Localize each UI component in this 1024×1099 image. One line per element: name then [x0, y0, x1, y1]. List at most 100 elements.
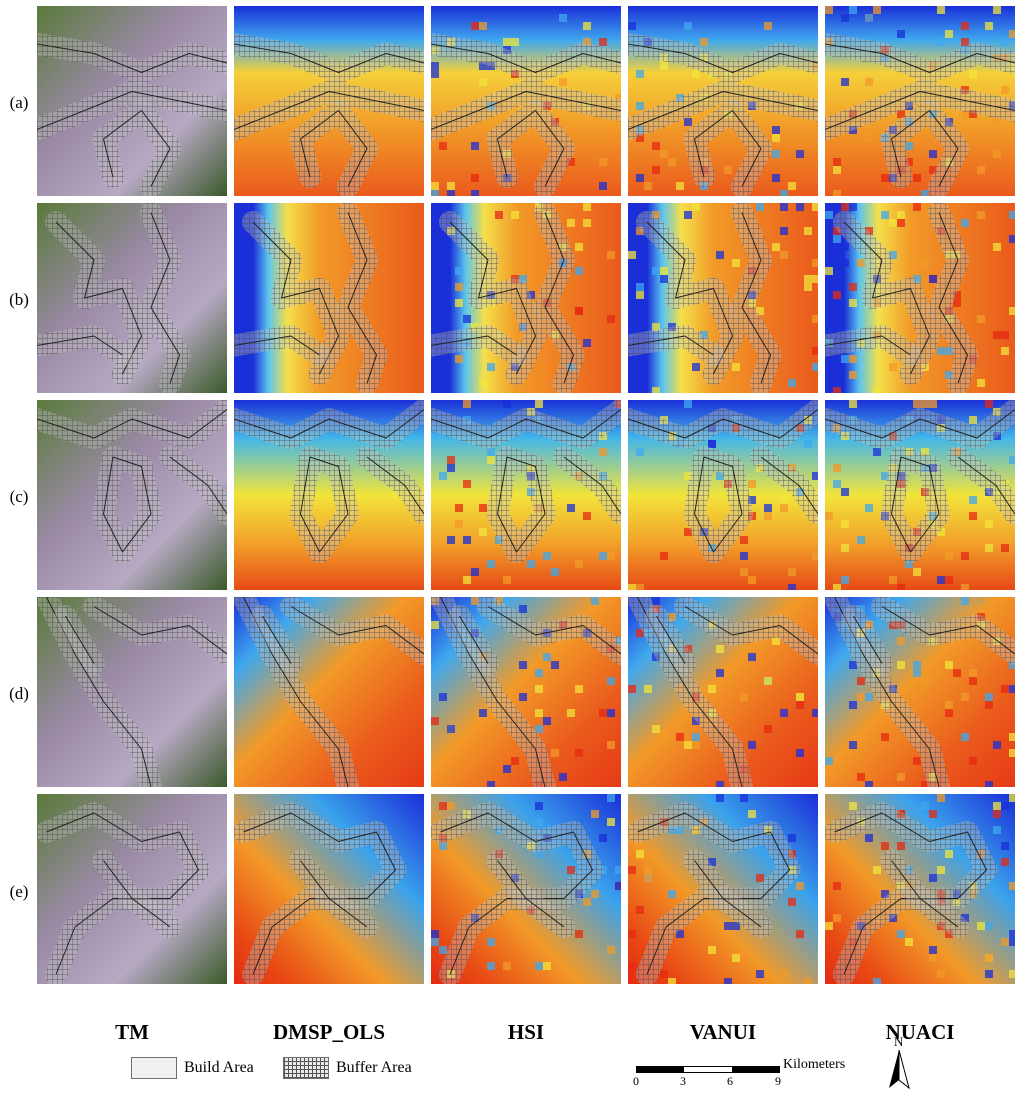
pixel-block: [431, 62, 439, 70]
build-area-boundary: [93, 606, 227, 655]
pixel-block: [511, 757, 519, 765]
pixel-block: [1001, 685, 1009, 693]
pixel-block: [897, 110, 905, 118]
pixel-block: [1001, 802, 1009, 810]
pixel-block: [660, 267, 668, 275]
pixel-block: [969, 677, 977, 685]
build-area-boundary: [646, 221, 733, 375]
panel-vanui-a: [628, 6, 818, 196]
pixel-block: [575, 930, 583, 938]
build-area-boundary: [46, 812, 199, 975]
north-arrow-icon: [889, 1050, 910, 1090]
panel-dmsp-ols-a: [234, 6, 424, 196]
pixel-block: [471, 597, 479, 605]
scale-tick-3: 3: [680, 1074, 686, 1088]
build-area-boundary: [234, 335, 320, 356]
pixel-block: [636, 850, 644, 858]
pixel-block: [535, 685, 543, 693]
pixel-block: [937, 6, 945, 14]
build-area-boundary: [825, 43, 1015, 73]
pixel-block: [873, 6, 881, 14]
panel-vanui-e: [628, 794, 818, 984]
pixel-block: [583, 512, 591, 520]
pixel-block: [471, 142, 479, 150]
pixel-block: [748, 810, 756, 818]
pixel-block: [841, 544, 849, 552]
pixel-block: [652, 211, 660, 219]
pixel-block: [1009, 882, 1015, 890]
pixel-block: [961, 38, 969, 46]
pixel-block: [684, 528, 692, 536]
pixel-block: [764, 22, 772, 30]
scale-tick-0: 0: [633, 1074, 639, 1088]
panel-nuaci-b: [825, 203, 1015, 393]
pixel-block: [804, 440, 812, 448]
pixel-block: [833, 914, 841, 922]
pixel-block: [740, 568, 748, 576]
pixel-block: [535, 818, 543, 826]
pixel-block: [463, 576, 471, 584]
pixel-block: [535, 850, 543, 858]
pixel-block: [487, 781, 495, 787]
build-area-boundary: [431, 43, 621, 73]
pixel-block: [825, 211, 833, 219]
pixel-block: [1001, 331, 1009, 339]
pixel-block: [740, 794, 748, 802]
pixel-block: [716, 794, 724, 802]
build-area-boundary: [103, 456, 152, 553]
pixel-block: [668, 158, 676, 166]
pixel-block: [471, 22, 479, 30]
pixel-block: [969, 512, 977, 520]
pixel-block: [756, 203, 764, 211]
build-area-boundary: [544, 212, 574, 384]
pixel-block: [692, 203, 700, 211]
pixel-block: [937, 794, 945, 802]
pixel-block: [668, 613, 676, 621]
pixel-block: [849, 355, 857, 363]
pixel-block: [788, 584, 796, 590]
pixel-block: [921, 400, 929, 408]
pixel-block: [993, 150, 1001, 158]
pixel-block: [897, 661, 905, 669]
build-area-boundary: [891, 110, 959, 187]
pixel-block: [684, 22, 692, 30]
pixel-block: [833, 166, 841, 174]
panel-tm-b: [37, 203, 227, 393]
pixel-block: [841, 576, 849, 584]
pixel-block: [812, 259, 818, 267]
pixel-block: [599, 158, 607, 166]
pixel-block: [873, 978, 881, 984]
pixel-block: [937, 38, 945, 46]
panel-tm-e: [37, 794, 227, 984]
pixel-block: [857, 259, 865, 267]
pixel-block: [535, 669, 543, 677]
build-area-boundary: [843, 221, 930, 375]
pixel-block: [881, 842, 889, 850]
build-area-boundary: [37, 409, 227, 439]
pixel-block: [857, 536, 865, 544]
pixel-block: [535, 709, 543, 717]
build-area-boundary: [497, 110, 565, 187]
pixel-block: [833, 387, 841, 393]
pixel-block: [559, 773, 567, 781]
pixel-block: [961, 733, 969, 741]
pixel-block: [841, 203, 849, 211]
build-area-boundary: [957, 456, 1015, 515]
build-area-label: Build Area: [184, 1059, 254, 1076]
pixel-block: [921, 448, 929, 456]
pixel-block: [897, 637, 905, 645]
pixel-block: [700, 331, 708, 339]
build-area-boundary: [440, 812, 593, 975]
pixel-block: [825, 922, 833, 930]
pixel-block: [636, 102, 644, 110]
pixel-block: [463, 536, 471, 544]
pixel-block: [889, 363, 897, 371]
pixel-block: [652, 166, 660, 174]
build-area-boundary: [825, 91, 1015, 130]
pixel-block: [865, 14, 873, 22]
pixel-block: [993, 741, 1001, 749]
pixel-block: [636, 227, 644, 235]
pixel-block: [668, 978, 676, 984]
pixel-block: [668, 323, 676, 331]
pixel-block: [527, 291, 535, 299]
